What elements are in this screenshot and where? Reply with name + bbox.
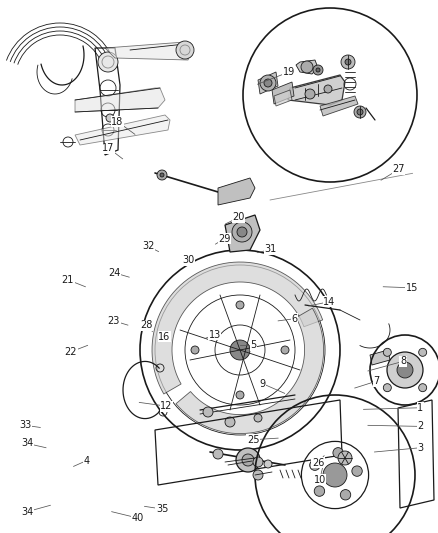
- Text: 25: 25: [247, 435, 259, 445]
- Circle shape: [323, 463, 347, 487]
- Text: 35: 35: [156, 504, 168, 514]
- Circle shape: [176, 41, 194, 59]
- Text: 23: 23: [108, 316, 120, 326]
- Polygon shape: [288, 75, 345, 105]
- Circle shape: [213, 449, 223, 459]
- Circle shape: [340, 490, 351, 500]
- Polygon shape: [75, 115, 170, 145]
- Text: 17: 17: [102, 143, 115, 153]
- Text: 2: 2: [417, 422, 424, 431]
- Text: 5: 5: [250, 341, 256, 350]
- Text: 16: 16: [158, 332, 170, 342]
- Circle shape: [387, 352, 423, 388]
- Circle shape: [324, 85, 332, 93]
- Circle shape: [264, 460, 272, 468]
- Circle shape: [254, 414, 262, 422]
- Circle shape: [236, 391, 244, 399]
- Text: 34: 34: [21, 507, 33, 516]
- Text: 13: 13: [208, 330, 221, 340]
- Circle shape: [357, 109, 363, 115]
- Circle shape: [281, 346, 289, 354]
- Circle shape: [191, 346, 199, 354]
- Circle shape: [237, 227, 247, 237]
- Text: 9: 9: [260, 379, 266, 389]
- Polygon shape: [272, 82, 294, 104]
- Circle shape: [236, 448, 260, 472]
- Circle shape: [260, 75, 276, 91]
- Polygon shape: [296, 60, 318, 74]
- Polygon shape: [225, 215, 260, 252]
- Text: 30: 30: [182, 255, 194, 265]
- Text: 10: 10: [314, 475, 326, 484]
- Circle shape: [397, 362, 413, 378]
- Circle shape: [236, 301, 244, 309]
- Polygon shape: [274, 90, 292, 106]
- Circle shape: [157, 170, 167, 180]
- Text: 12: 12: [160, 401, 173, 411]
- Circle shape: [354, 106, 366, 118]
- Circle shape: [242, 454, 254, 466]
- Text: 34: 34: [21, 439, 33, 448]
- Circle shape: [106, 114, 114, 122]
- Text: 3: 3: [417, 443, 424, 453]
- Text: 31: 31: [265, 245, 277, 254]
- Circle shape: [264, 79, 272, 87]
- Circle shape: [253, 457, 263, 467]
- Circle shape: [305, 89, 315, 99]
- Text: 19: 19: [283, 67, 295, 77]
- Text: 22: 22: [65, 347, 77, 357]
- Circle shape: [310, 460, 320, 471]
- Circle shape: [419, 384, 427, 392]
- Polygon shape: [218, 178, 255, 205]
- Circle shape: [160, 173, 164, 177]
- Circle shape: [341, 55, 355, 69]
- Circle shape: [98, 52, 118, 72]
- Circle shape: [203, 407, 213, 417]
- Text: 29: 29: [218, 234, 230, 244]
- Polygon shape: [152, 262, 323, 394]
- Circle shape: [419, 349, 427, 357]
- Polygon shape: [370, 350, 390, 365]
- Text: 18: 18: [111, 117, 124, 126]
- Text: 1: 1: [417, 403, 424, 413]
- Text: 27: 27: [392, 165, 405, 174]
- Text: 40: 40: [132, 513, 144, 523]
- Text: 32: 32: [142, 241, 154, 251]
- Circle shape: [316, 68, 320, 72]
- Circle shape: [383, 349, 391, 357]
- Text: 7: 7: [374, 376, 380, 386]
- Circle shape: [314, 486, 325, 496]
- Circle shape: [225, 417, 235, 427]
- Text: 15: 15: [406, 283, 418, 293]
- Circle shape: [232, 222, 252, 242]
- Text: 6: 6: [291, 314, 297, 324]
- Circle shape: [253, 470, 263, 480]
- Circle shape: [301, 61, 313, 73]
- Polygon shape: [258, 72, 278, 94]
- Polygon shape: [75, 88, 165, 112]
- Text: 4: 4: [84, 456, 90, 465]
- Circle shape: [230, 340, 250, 360]
- Circle shape: [345, 59, 351, 65]
- Text: 20: 20: [233, 213, 245, 222]
- Text: 33: 33: [19, 421, 32, 430]
- Polygon shape: [320, 96, 358, 116]
- Circle shape: [383, 384, 391, 392]
- Polygon shape: [176, 308, 324, 434]
- Text: 21: 21: [62, 275, 74, 285]
- Circle shape: [333, 448, 343, 458]
- Text: 8: 8: [400, 357, 406, 366]
- Text: 28: 28: [141, 320, 153, 330]
- Text: 14: 14: [323, 297, 336, 306]
- Circle shape: [352, 466, 362, 477]
- Circle shape: [313, 65, 323, 75]
- Text: 24: 24: [109, 268, 121, 278]
- Text: 26: 26: [312, 458, 324, 467]
- Polygon shape: [105, 42, 192, 60]
- Circle shape: [338, 451, 352, 465]
